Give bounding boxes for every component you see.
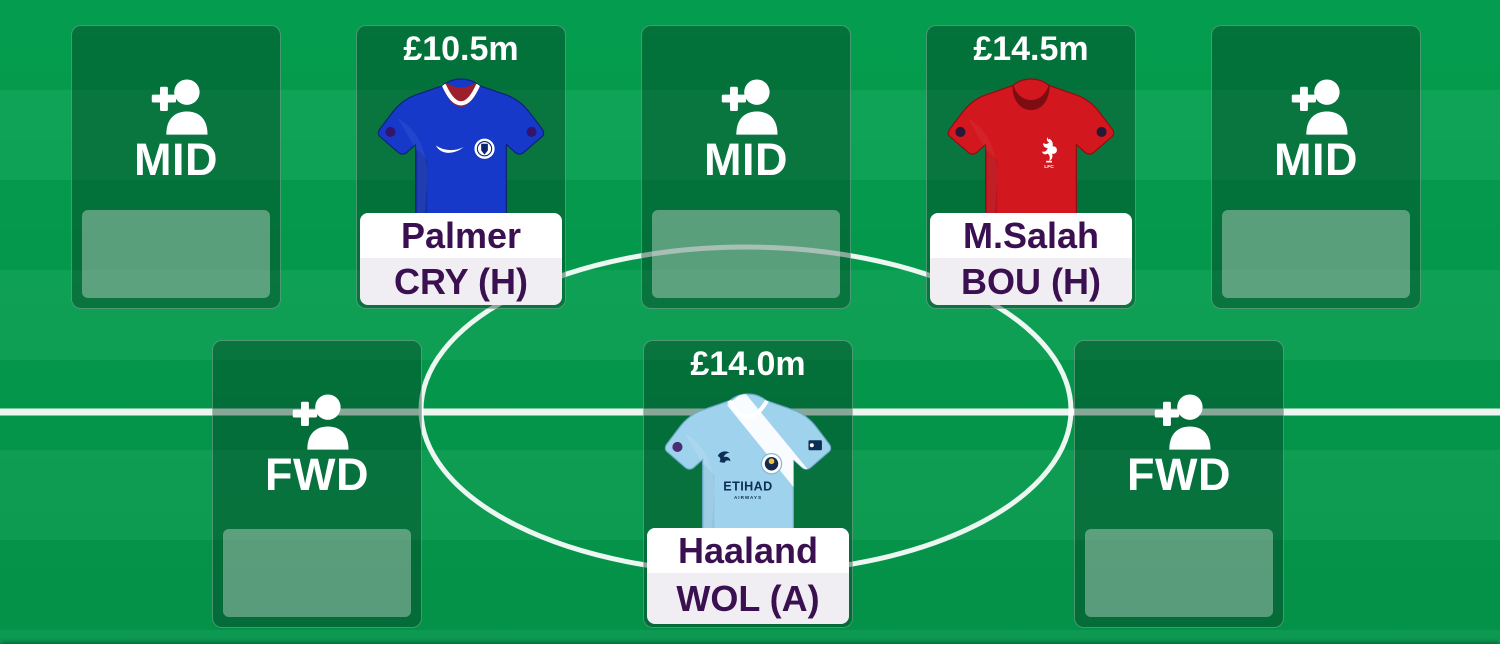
svg-text:LFC: LFC: [1044, 164, 1054, 170]
svg-text:ETIHAD: ETIHAD: [723, 480, 772, 494]
svg-text:AIRWAYS: AIRWAYS: [734, 495, 762, 500]
